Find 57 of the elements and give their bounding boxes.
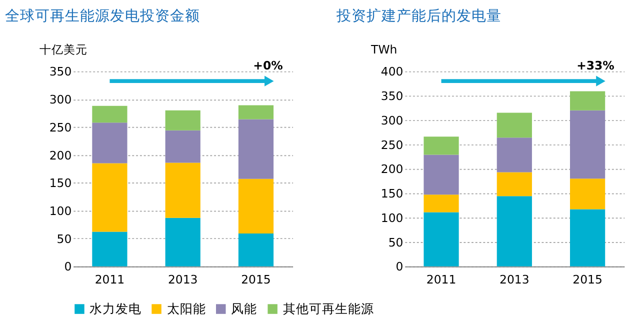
bar	[570, 178, 606, 210]
legend-label: 太阳能	[166, 300, 206, 316]
y-tick-label: 100	[380, 210, 404, 225]
annotation: +33%	[576, 58, 615, 72]
y-tick-label: 200	[380, 162, 404, 176]
y-tick-label: 0	[64, 260, 72, 274]
bar	[165, 130, 200, 163]
x-tick-label: 2015	[572, 272, 602, 286]
y-tick-label: 400	[380, 64, 404, 79]
bar	[165, 110, 200, 130]
y-tick-label: 50	[388, 235, 404, 250]
bar	[496, 112, 532, 138]
y-tick-label: 150	[380, 186, 404, 201]
bar	[424, 136, 459, 155]
bar	[238, 119, 274, 179]
bar	[238, 105, 274, 120]
bar	[496, 172, 532, 196]
chart-title: 投资扩建产能后的发电量	[335, 8, 502, 25]
bar	[496, 138, 532, 172]
y-tick-label: 250	[49, 120, 72, 134]
bar	[92, 232, 128, 266]
y-tick-label: 150	[49, 176, 72, 190]
bar	[424, 154, 459, 195]
y-tick-label: 350	[380, 89, 404, 104]
y-axis-title: 十亿美元	[39, 42, 88, 56]
y-tick-label: 350	[49, 64, 72, 79]
bar	[165, 162, 200, 218]
bar	[165, 218, 200, 266]
legend-label: 其他可再生能源	[282, 300, 374, 316]
bar	[570, 91, 606, 110]
x-tick-label: 2015	[241, 272, 271, 286]
y-tick-label: 0	[396, 260, 404, 274]
bar	[92, 122, 128, 164]
x-tick-label: 2013	[168, 272, 198, 286]
bar	[92, 163, 128, 232]
annotation: +0%	[253, 58, 284, 72]
y-tick-label: 300	[49, 92, 72, 107]
bar	[92, 106, 128, 123]
bar	[570, 209, 606, 266]
chart-title: 全球可再生能源发电投资金额	[4, 8, 200, 25]
bar	[424, 212, 459, 266]
bar	[570, 110, 606, 179]
y-tick-label: 50	[56, 232, 72, 246]
bar	[238, 178, 274, 234]
y-tick-label: 300	[380, 113, 404, 128]
y-tick-label: 100	[49, 204, 72, 218]
x-tick-label: 2011	[426, 272, 456, 286]
legend-label: 水力发电	[90, 300, 142, 316]
bar	[424, 194, 459, 212]
legend-label: 风能	[231, 300, 258, 316]
y-axis-title: TWh	[370, 42, 398, 56]
y-tick-label: 200	[49, 148, 72, 162]
x-tick-label: 2011	[94, 272, 125, 286]
y-tick-label: 250	[380, 138, 404, 152]
bar	[496, 196, 532, 266]
bar	[238, 233, 274, 266]
x-tick-label: 2013	[500, 272, 530, 286]
